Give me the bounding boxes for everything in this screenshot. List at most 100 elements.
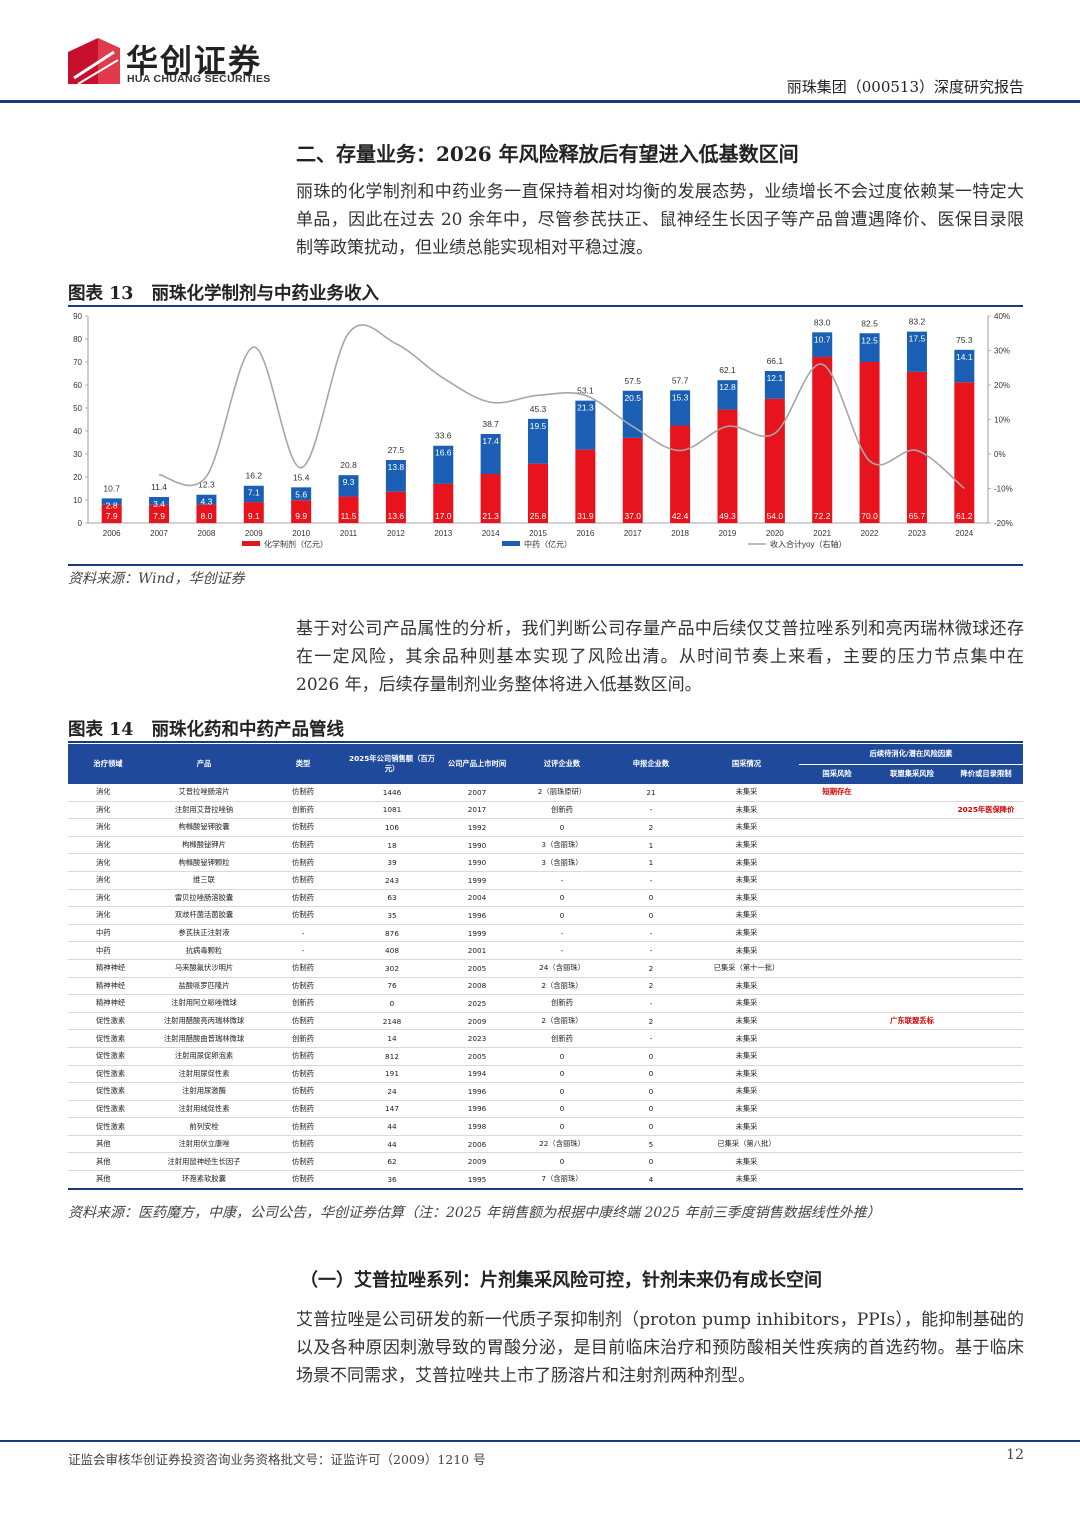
table-row: 促性激素 注射用醋酸亮丙瑞林微球 仿制药 2148 2009 2（含丽珠） 2 未集采 广东联盟… [68, 1012, 1024, 1031]
bar-chemical-label: 72.2 [814, 511, 831, 521]
table-cell-r1 [799, 1152, 875, 1172]
bar-tcm [243, 485, 264, 503]
x-tick-label: 2018 [671, 529, 689, 538]
bar-chemical-label: 7.9 [106, 511, 118, 521]
table-cell-r3 [949, 1170, 1024, 1190]
table-cell-product: 注射用尿激酶 [148, 1082, 260, 1101]
bar-chemical [812, 356, 833, 523]
table-cell-sales: 302 [346, 959, 438, 978]
table-cell-r1 [799, 1065, 875, 1084]
table-cell-product: 维三联 [148, 871, 260, 890]
table-cell-launch: 1992 [438, 818, 516, 837]
table-cell-vbp: 未集采 [694, 1117, 799, 1136]
table-cell-product: 注射用醋酸亮丙瑞林微球 [148, 1012, 260, 1031]
table-cell-r1 [799, 836, 875, 855]
th-launch: 公司产品上市时间 [438, 744, 516, 784]
table-cell-area: 中药 [68, 924, 148, 943]
table-cell-r3 [949, 924, 1024, 943]
table-cell-r3 [949, 906, 1024, 925]
table-cell-vbp: 未集采 [694, 924, 799, 943]
table-row: 促性激素 注射用绒促性素 仿制药 147 1996 0 0 未集采 [68, 1100, 1024, 1119]
figure-13-bottom-rule [68, 564, 1023, 566]
table-cell-r2 [875, 1117, 949, 1136]
table-cell-r2 [875, 977, 949, 996]
table-cell-vbp: 未集采 [694, 889, 799, 908]
table-cell-area: 促性激素 [68, 1100, 148, 1119]
table-cell-launch: 2005 [438, 959, 516, 978]
table-row: 促性激素 注射用醋酸曲普瑞林微球 创新药 14 2023 创新药 - 未集采 [68, 1029, 1024, 1048]
bar-tcm [433, 445, 454, 484]
bar-tcm [196, 494, 217, 505]
table-cell-applied: 0 [608, 1100, 694, 1119]
bar-total-label: 66.1 [767, 356, 784, 366]
table-cell-area: 其他 [68, 1152, 148, 1172]
table-cell-r1 [799, 853, 875, 872]
table-cell-r2 [875, 1170, 949, 1190]
table-cell-passed: 2（含丽珠） [516, 977, 608, 996]
bar-tcm [764, 370, 785, 399]
table-cell-applied: - [608, 871, 694, 890]
table-row: 中药 抗病毒颗粒 -408 2001- - 未集采 [68, 941, 1024, 960]
table-cell-vbp: 未集采 [694, 1100, 799, 1119]
table-cell-launch: 1999 [438, 924, 516, 943]
table-cell-area: 消化 [68, 853, 148, 872]
table-cell-r2 [875, 1152, 949, 1172]
table-cell-sales: 44 [346, 1117, 438, 1136]
table-cell-sales: 408 [346, 941, 438, 960]
x-tick-label: 2022 [861, 529, 879, 538]
table-cell-vbp: 未集采 [694, 818, 799, 837]
bar-total-label: 33.6 [435, 431, 452, 441]
th-risk-national: 国采风险 [799, 764, 875, 784]
bar-tcm [149, 497, 170, 505]
x-tick-label: 2016 [576, 529, 594, 538]
table-cell-launch: 1996 [438, 906, 516, 925]
th-sales: 2025年公司销售额（百万元） [346, 744, 438, 784]
table-cell-sales: 18 [346, 836, 438, 855]
x-tick-label: 2015 [529, 529, 547, 538]
y-tick-label: 50 [73, 404, 82, 413]
table-cell-launch: 1995 [438, 1170, 516, 1190]
y2-tick-label: -20% [994, 519, 1013, 528]
table-cell-passed: 创新药 [516, 1029, 608, 1048]
table-cell-r2 [875, 1029, 949, 1048]
table-cell-type: 仿制药 [260, 836, 346, 855]
bar-tcm [338, 475, 359, 497]
table-cell-passed: 0 [516, 1117, 608, 1136]
th-vbp: 国采情况 [694, 744, 799, 784]
table-cell-type: 仿制药 [260, 818, 346, 837]
bar-tcm [670, 390, 691, 426]
table-row: 精神神经 注射用阿立哌唑微球 创新药 0 2025 创新药 - 未集采 [68, 994, 1024, 1013]
bar-tcm-label: 20.5 [624, 393, 641, 403]
bar-tcm-label: 12.1 [767, 373, 784, 383]
table-row: 精神神经 盐酸哌罗匹隆片 仿制药 76 2008 2（含丽珠） 2 未集采 [68, 977, 1024, 996]
bar-tcm-label: 9.3 [343, 477, 355, 487]
table-cell-applied: 0 [608, 1065, 694, 1084]
figure-14-title: 图表 14 丽珠化药和中药产品管线 [68, 716, 344, 741]
logo-mark-icon [68, 38, 120, 84]
table-cell-applied: - [608, 1029, 694, 1048]
table-cell-applied: 0 [608, 1117, 694, 1136]
bar-tcm-label: 13.8 [388, 462, 405, 472]
x-tick-label: 2006 [103, 529, 121, 538]
table-cell-r3 [949, 977, 1024, 996]
table-cell-vbp: 未集采 [694, 784, 799, 802]
bar-total-label: 38.7 [482, 419, 499, 429]
bar-tcm-label: 17.5 [909, 334, 926, 344]
table-cell-product: 抗病毒颗粒 [148, 941, 260, 960]
bar-tcm [859, 333, 880, 362]
table-cell-sales: 39 [346, 853, 438, 872]
y2-tick-label: 30% [994, 347, 1010, 356]
table-row: 消化 雷贝拉唑肠溶胶囊 仿制药 63 2004 0 0 未集采 [68, 889, 1024, 908]
table-cell-vbp: 未集采 [694, 906, 799, 925]
table-cell-r2 [875, 853, 949, 872]
table-cell-r2 [875, 1082, 949, 1101]
table-cell-area: 中药 [68, 941, 148, 960]
table-cell-r3 [949, 1012, 1024, 1031]
table-cell-r1 [799, 1117, 875, 1136]
th-area: 治疗领域 [68, 744, 148, 784]
table-cell-area: 精神神经 [68, 994, 148, 1013]
legend-tcm-label: 中药（亿元） [524, 539, 572, 549]
table-cell-r3 [949, 1135, 1024, 1154]
bar-total-label: 20.8 [340, 460, 357, 470]
table-cell-launch: 1998 [438, 1117, 516, 1136]
